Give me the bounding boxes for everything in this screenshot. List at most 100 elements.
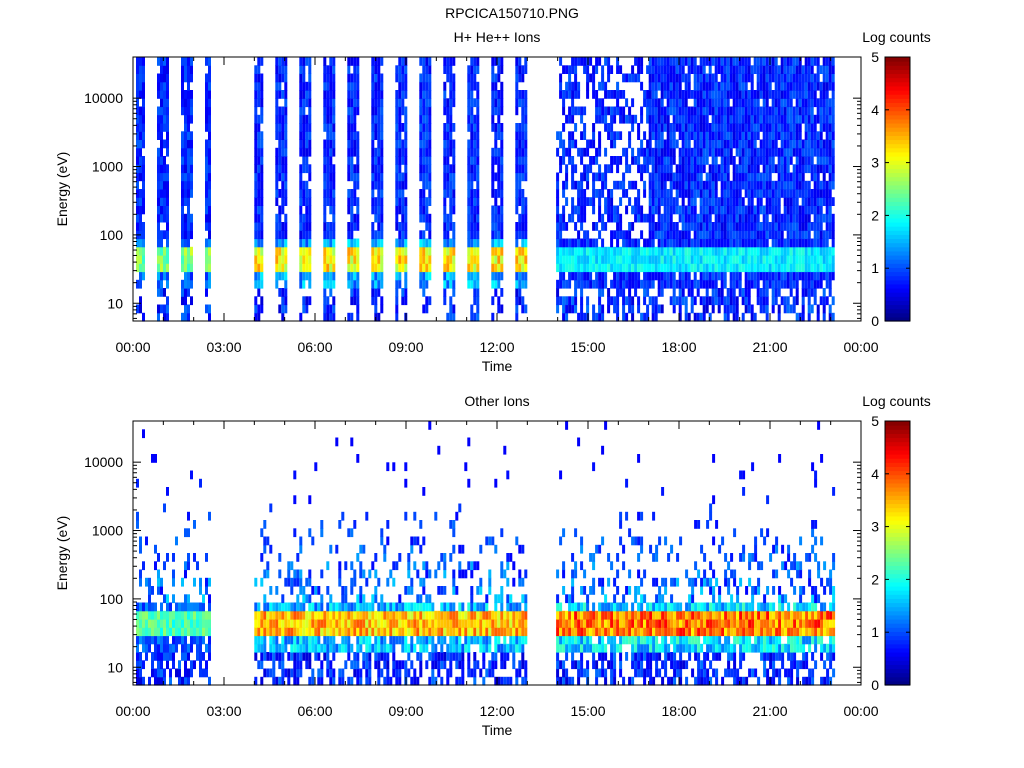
heatmap-cell [687,205,691,215]
heatmap-cell [786,279,790,289]
heatmap-cell [470,238,474,248]
heatmap-cell [675,246,679,256]
heatmap-cell [257,147,261,157]
heatmap-cell [804,57,808,66]
heatmap-cell [786,197,790,206]
heatmap-cell [404,296,408,306]
heatmap-cell [613,230,617,240]
heatmap-cell [735,57,739,66]
heatmap-cell [753,213,757,223]
heatmap-cell [139,213,142,223]
heatmap-cell [353,213,357,223]
heatmap-cell [365,610,369,620]
heatmap-cell [353,189,357,198]
heatmap-cell [589,156,593,165]
heatmap-cell [801,106,805,116]
heatmap-cell [595,271,599,281]
heatmap-cell [774,230,778,240]
heatmap-cell [515,222,519,231]
heatmap-cell [208,676,211,686]
heatmap-cell [302,73,306,83]
heatmap-cell [190,65,193,74]
heatmap-cell [780,73,784,83]
heatmap-cell [449,213,453,223]
heatmap-cell [205,627,208,637]
heatmap-cell [669,271,673,281]
heatmap-cell [160,180,163,190]
heatmap-cell [518,147,522,157]
heatmap-cell [657,197,661,206]
heatmap-cell [651,180,655,190]
heatmap-cell [157,271,160,281]
heatmap-cell [795,246,799,256]
heatmap-cell [377,131,381,140]
heatmap-cell [497,213,501,223]
heatmap-cell [672,271,676,281]
heatmap-cell [735,205,739,215]
heatmap-cell [157,627,160,637]
colorbar-segment [885,238,910,244]
heatmap-cell [699,98,703,108]
heatmap-cell [374,98,378,108]
heatmap-cell [720,230,724,240]
x-tick-label: 06:00 [297,339,332,355]
heatmap-cell [786,123,790,132]
heatmap-cell [681,147,685,157]
heatmap-cell [651,57,655,66]
heatmap-cell [786,246,790,256]
heatmap-cell [353,114,357,124]
heatmap-cell [711,246,715,256]
heatmap-cell [708,312,712,322]
heatmap-cell [660,288,664,297]
heatmap-cell [452,180,456,190]
heatmap-cell [356,296,360,306]
heatmap-cell [732,296,736,306]
heatmap-cell [347,156,351,165]
heatmap-cell [592,131,596,140]
heatmap-cell [828,106,832,116]
colorbar-tick-label: 5 [871,49,879,65]
heatmap-cell [631,98,635,108]
heatmap-cell [275,106,279,116]
heatmap-cell [515,312,519,322]
heatmap-cell [470,131,474,140]
heatmap-cell [449,279,453,289]
heatmap-cell [699,205,703,215]
heatmap-cell [428,106,432,116]
colorbar-segment [885,127,910,132]
heatmap-cell [365,660,369,670]
heatmap-cell [500,189,504,198]
heatmap-cell [184,73,187,83]
heatmap-cell [311,610,315,620]
heatmap-cell [308,602,312,612]
heatmap-cell [524,238,528,248]
heatmap-cell [136,57,139,66]
heatmap-cell [347,279,351,289]
heatmap-cell [157,619,160,628]
heatmap-cell [308,652,312,661]
heatmap-cell [699,279,703,289]
heatmap-cell [380,205,384,215]
heatmap-cell [494,263,498,273]
heatmap-cell [326,65,330,74]
heatmap-cell [323,189,327,198]
heatmap-cell [139,139,142,149]
heatmap-cell [148,643,151,653]
heatmap-cell [428,139,432,149]
heatmap-cell [190,180,193,190]
heatmap-cell [801,222,805,231]
heatmap-cell [762,288,766,297]
heatmap-cell [607,197,611,206]
heatmap-cell [395,164,399,174]
heatmap-cell [142,635,145,645]
heatmap-cell [305,57,309,66]
heatmap-cell [774,205,778,215]
heatmap-cell [449,123,453,132]
heatmap-cell [613,180,617,190]
heatmap-cell [804,114,808,124]
heatmap-cell [187,610,190,620]
heatmap-cell [428,263,432,273]
heatmap-cell [571,172,575,182]
heatmap-cell [184,180,187,190]
heatmap-cell [419,131,423,140]
